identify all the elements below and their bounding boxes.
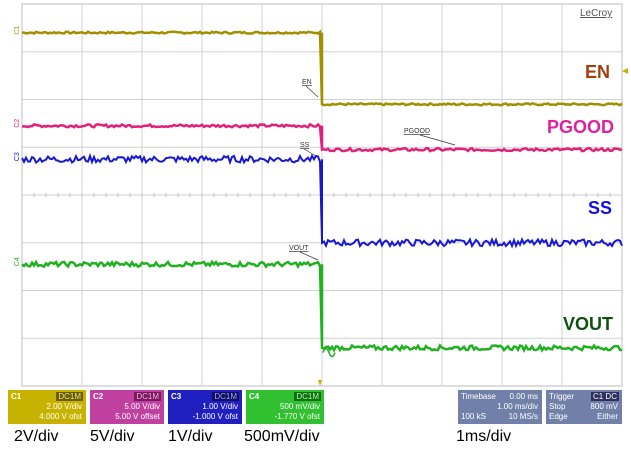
trigger-mode: Stop — [549, 402, 566, 411]
channel-coupling: DC1M — [294, 392, 321, 401]
channel-offset: -1.770 V ofst — [274, 412, 320, 421]
trace-labels: EN EN PGOOD PGOOD SS SS VOUT VOUT — [289, 62, 614, 334]
timebase-rate: 10 MS/s — [508, 412, 538, 421]
trace-vout — [21, 259, 623, 354]
inline-label-ss: SS — [300, 142, 310, 149]
channel-coupling: DC1M — [56, 392, 83, 401]
caption-ch4-scale: 500mV/div — [244, 428, 320, 445]
trace-label-vout: VOUT — [563, 314, 613, 334]
brand-logo: LeCroy — [580, 8, 612, 19]
timebase-title: Timebase — [461, 392, 496, 401]
timebase-value: 0.00 ms — [509, 392, 538, 401]
channel-coupling: DC1M — [134, 392, 161, 401]
trace-label-pgood: PGOOD — [547, 117, 614, 137]
channel-id: C2 — [93, 392, 104, 401]
channel-marker-2: C2 — [14, 119, 21, 128]
trigger-type: Edge — [549, 412, 568, 421]
trigger-level: 800 mV — [590, 402, 618, 411]
trigger-title: Trigger — [549, 392, 575, 401]
channel-marker-3: C3 — [14, 152, 21, 161]
channel-3-box[interactable]: C3 DC1M 1.00 V/div -1.000 V ofst — [168, 390, 242, 424]
inline-label-leader — [305, 85, 319, 98]
caption-ch2-scale: 5V/div — [90, 428, 135, 445]
channel-scale: 1.00 V/div — [202, 402, 238, 411]
channel-scale: 500 mV/div — [279, 402, 320, 411]
channel-id: C1 — [11, 392, 22, 401]
channel-coupling: DC1M — [212, 392, 239, 401]
inline-label-leader — [299, 251, 319, 261]
channel-offset: 4.000 V ofst — [39, 412, 82, 421]
channel-offset: 5.00 V offset — [115, 412, 160, 421]
trigger-level-marker — [622, 68, 628, 74]
timebase-box[interactable]: Timebase 0.00 ms 1.00 ms/div 100 kS 10 M… — [458, 390, 542, 424]
trace-label-en: EN — [585, 62, 610, 82]
inline-label-vout: VOUT — [289, 245, 309, 252]
channel-id: C4 — [249, 392, 260, 401]
timebase-per-div: 1.00 ms/div — [497, 402, 538, 411]
channel-scale: 2.00 V/div — [46, 402, 82, 411]
trace-en — [21, 29, 623, 107]
trace-pgood — [21, 122, 623, 153]
trigger-slope: Either — [597, 412, 618, 421]
caption-timebase: 1ms/div — [456, 428, 512, 445]
channel-4-box[interactable]: C4 DC1M 500 mV/div -1.770 V ofst — [246, 390, 324, 424]
trace-vout-ringing — [322, 347, 336, 358]
channel-offset: -1.000 V ofst — [192, 412, 238, 421]
trigger-box[interactable]: Trigger C1 DC Stop 800 mV Edge Either — [546, 390, 622, 424]
inline-label-en: EN — [302, 79, 312, 86]
channel-marker-1: C1 — [14, 26, 21, 35]
channel-scale: 5.00 V/div — [124, 402, 160, 411]
channel-id: C3 — [171, 392, 182, 401]
caption-ch3-scale: 1V/div — [168, 428, 213, 445]
trace-label-ss: SS — [588, 198, 612, 218]
channel-2-box[interactable]: C2 DC1M 5.00 V/div 5.00 V offset — [90, 390, 164, 424]
channel-marker-4: C4 — [14, 257, 21, 266]
inline-label-leader — [419, 134, 456, 146]
channel-1-box[interactable]: C1 DC1M 2.00 V/div 4.000 V ofst — [8, 390, 86, 424]
inline-label-leader — [303, 148, 317, 157]
traces — [21, 29, 623, 358]
timebase-samples: 100 kS — [461, 412, 486, 421]
caption-ch1-scale: 2V/div — [14, 428, 59, 445]
channel-markers: C1 C2 C3 C4 — [14, 26, 21, 267]
trigger-time-marker — [318, 380, 322, 386]
trace-ss — [21, 152, 623, 249]
trigger-source: C1 DC — [590, 392, 619, 401]
inline-label-pgood: PGOOD — [404, 128, 430, 135]
